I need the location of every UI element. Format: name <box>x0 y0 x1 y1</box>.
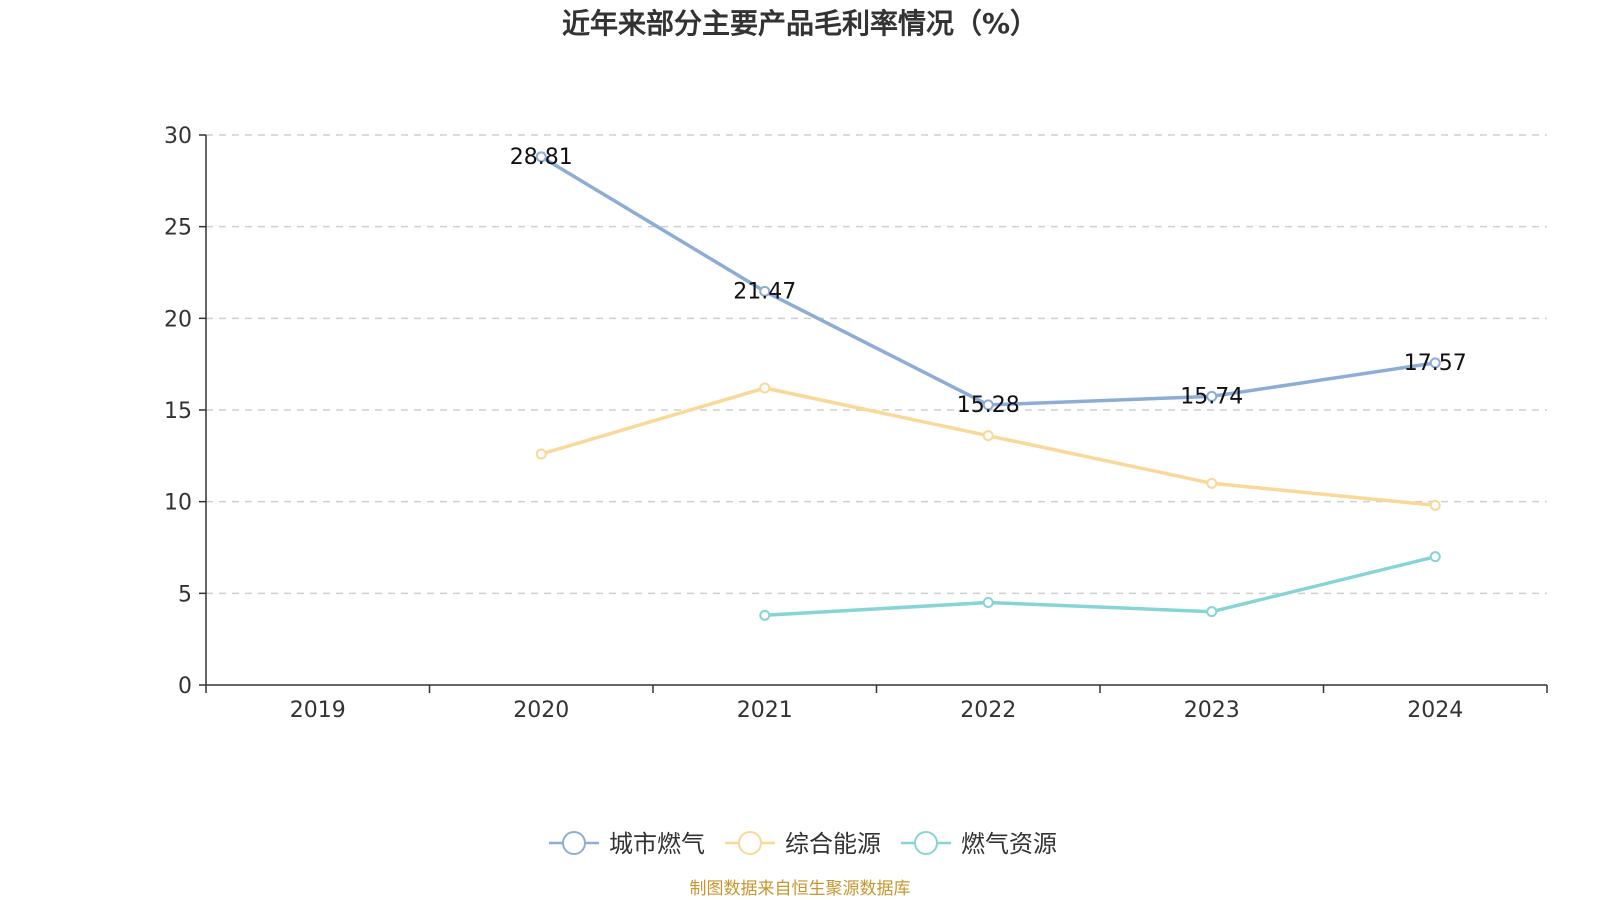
data-point <box>1206 390 1218 402</box>
x-tick-label: 2020 <box>513 698 569 723</box>
data-point <box>982 399 994 411</box>
y-tick-label: 10 <box>164 491 192 516</box>
data-point <box>759 285 771 297</box>
series-lines <box>535 151 1441 621</box>
y-tick-label: 5 <box>178 582 192 607</box>
series-line-3 <box>764 555 1436 618</box>
chart-title: 近年来部分主要产品毛利率情况（%） <box>562 7 1038 40</box>
data-point <box>1429 551 1441 563</box>
data-label: 17.57 <box>1404 351 1467 376</box>
x-tick-label: 2021 <box>737 698 793 723</box>
x-tick-label: 2019 <box>290 698 346 723</box>
source-note: 制图数据来自恒生聚源数据库 <box>690 879 911 899</box>
data-point <box>982 597 994 608</box>
data-point <box>535 448 547 460</box>
data-label: 15.28 <box>957 393 1020 418</box>
y-tick-label: 30 <box>164 124 192 149</box>
legend-marker <box>562 831 586 855</box>
data-point <box>759 382 771 394</box>
legend-label: 燃气资源 <box>961 830 1057 858</box>
series-line-1 <box>540 155 1436 407</box>
y-tick-label: 25 <box>164 216 192 241</box>
axes: 0 5 10 15 20 25 30 2019 2020 2021 2022 2023 2024 <box>164 124 1548 723</box>
data-label: 28.81 <box>510 145 573 170</box>
data-point <box>759 609 771 621</box>
data-point <box>982 430 994 442</box>
data-labels: 28.81 21.47 15.28 15.74 17.57 <box>510 145 1467 418</box>
data-point <box>535 151 547 163</box>
legend-label: 综合能源 <box>785 830 881 858</box>
x-tick-label: 2023 <box>1184 698 1240 723</box>
y-tick-label: 20 <box>164 307 192 332</box>
data-point <box>1206 477 1218 489</box>
data-label: 21.47 <box>733 279 796 304</box>
legend: 城市燃气 综合能源 燃气资源 <box>549 830 1057 858</box>
legend-marker <box>738 831 762 855</box>
x-tick-label: 2022 <box>960 698 1016 723</box>
data-point <box>1206 606 1218 618</box>
data-point <box>1429 357 1441 369</box>
y-tick-label: 0 <box>178 674 192 699</box>
grid-lines <box>206 134 1547 595</box>
legend-marker <box>914 831 938 855</box>
data-label: 15.74 <box>1180 384 1243 409</box>
x-tick-label: 2024 <box>1407 698 1463 723</box>
y-tick-label: 15 <box>164 399 192 424</box>
data-point <box>1429 499 1441 511</box>
legend-label: 城市燃气 <box>609 830 705 858</box>
